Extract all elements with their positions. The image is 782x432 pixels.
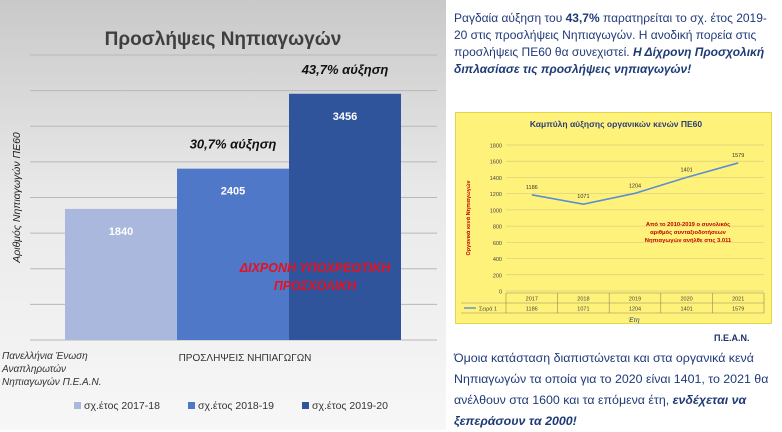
bottom-paragraph: Όμοια κατάσταση διαπιστώνεται και στα ορ… [454, 348, 776, 432]
top-paragraph: Ραγδαία αύξηση του 43,7% παρατηρείται το… [454, 10, 776, 78]
table-value: 1071 [577, 307, 589, 313]
growth-annotation: 43,7% αύξηση [301, 62, 389, 77]
y-axis-label: Αριθμός Νηπιαγωγών ΠΕ60 [11, 132, 23, 264]
x-tick-label: 2019 [629, 297, 641, 303]
text-bold: 43,7% [565, 11, 600, 25]
y-tick-label: 400 [493, 257, 502, 263]
y-tick-label: 0 [499, 290, 502, 296]
bar-value-label: 1840 [109, 226, 133, 238]
bar [65, 208, 177, 340]
y-tick-label: 1600 [490, 160, 502, 166]
table-value: 1579 [732, 307, 744, 313]
x-axis-label: ΠΡΟΣΛΗΨΕΙΣ ΝΗΠΙΑΓΩΓΩΝ [179, 353, 312, 364]
y-tick-label: 1400 [490, 176, 502, 182]
table-value: 1186 [526, 307, 538, 313]
data-label: 1204 [629, 183, 641, 189]
table-value: 1401 [680, 307, 692, 313]
legend-swatch [188, 402, 195, 409]
bar [177, 168, 289, 340]
x-axis-label: Έτη [628, 317, 640, 324]
y-tick-label: 200 [493, 273, 502, 279]
bar-value-label: 3456 [333, 111, 357, 123]
table-value: 1204 [629, 307, 641, 313]
footnote-line: Πανελλήνια Ένωση [2, 351, 88, 362]
legend-swatch [302, 402, 309, 409]
annotation-text: Νηπιαγωγών ανήλθε στις 3.011 [645, 238, 732, 244]
annotation-text: Από το 2010-2019 ο συνολικός [646, 222, 730, 228]
legend-swatch [74, 402, 81, 409]
footnote-line: Νηπιαγωγών Π.Ε.Α.Ν. [2, 377, 102, 388]
pean-label: Π.Ε.Α.Ν. [714, 333, 750, 343]
text-run: Όμοια κατάσταση διαπιστώνεται και στα ορ… [454, 351, 769, 407]
line-chart-y-label: Οργανικά κενά Νηπιαγωγών [466, 180, 472, 255]
y-tick-label: 1000 [490, 208, 502, 214]
bar-value-label: 2405 [221, 186, 245, 198]
legend-label: σχ.έτος 2017-18 [84, 400, 160, 412]
bar [289, 93, 401, 340]
text-bold-italic: Η Δίχρονη Προσχολική διπλασίασε τις προσ… [454, 45, 765, 76]
y-tick-label: 800 [493, 225, 502, 231]
y-tick-label: 1800 [490, 144, 502, 150]
y-tick-label: 1200 [490, 192, 502, 198]
overlay-text: ΠΡΟΣΧΟΛΙΚΗ [274, 279, 357, 293]
main-bar-chart: Προσλήψεις Νηπιαγωγών Αριθμός Νηπιαγωγών … [11, 29, 437, 412]
x-tick-label: 2018 [577, 297, 589, 303]
y-tick-label: 600 [493, 241, 502, 247]
chart-title: Προσλήψεις Νηπιαγωγών [105, 29, 342, 50]
data-label: 1401 [680, 167, 692, 173]
footnote-line: Αναπληρωτών [2, 364, 67, 375]
line-chart: Καμπύλη αύξησης οργανικών κενών ΠΕ60 0 200… [461, 119, 765, 324]
series-line [531, 162, 739, 205]
x-tick-label: 2021 [732, 297, 744, 303]
text-run: παρατηρείται το σχ. έτος 2019-20 στις πρ… [454, 11, 767, 59]
legend-label: Σειρά 1 [479, 306, 497, 313]
data-label: 1579 [732, 153, 744, 159]
growth-annotation: 30,7% αύξηση [190, 137, 277, 152]
line-chart-panel: Καμπύλη αύξησης οργανικών κενών ΠΕ60 0 200… [455, 112, 772, 324]
data-label: 1186 [526, 185, 538, 191]
text-bold-italic: ενδέχεται να ξεπεράσουν τα 2000! [454, 393, 747, 428]
legend-label: σχ.έτος 2018-19 [198, 400, 274, 412]
annotation-text: αριθμός συνταξιοδοτήσεων [650, 230, 726, 236]
legend-label: σχ.έτος 2019-20 [312, 400, 388, 412]
footnote: Πανελλήνια Ένωση Αναπληρωτών Νηπιαγωγών … [2, 350, 142, 389]
text-run: Ραγδαία αύξηση του [454, 11, 566, 25]
data-label: 1071 [577, 194, 589, 200]
x-tick-label: 2017 [526, 297, 538, 303]
overlay-text: ΔΙΧΡΟΝΗ ΥΠΟΧΡΕΩΤΙΚΗ [239, 261, 392, 275]
x-tick-label: 2020 [680, 297, 692, 303]
line-chart-title: Καμπύλη αύξησης οργανικών κενών ΠΕ60 [530, 119, 703, 129]
